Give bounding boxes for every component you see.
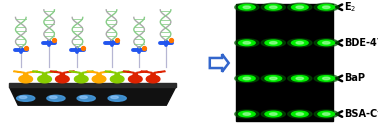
Circle shape: [291, 111, 308, 117]
Polygon shape: [14, 71, 24, 73]
Polygon shape: [101, 71, 111, 73]
Circle shape: [235, 3, 259, 11]
Circle shape: [270, 113, 277, 115]
Circle shape: [243, 113, 251, 115]
Polygon shape: [210, 54, 229, 72]
Circle shape: [270, 77, 277, 80]
Circle shape: [77, 95, 95, 101]
Circle shape: [265, 111, 282, 117]
Polygon shape: [92, 75, 106, 83]
Polygon shape: [38, 75, 51, 83]
Text: E$_2$: E$_2$: [344, 0, 356, 14]
Circle shape: [288, 110, 312, 118]
Circle shape: [108, 95, 126, 101]
Circle shape: [314, 3, 338, 11]
Polygon shape: [9, 83, 176, 87]
Circle shape: [47, 95, 65, 101]
Circle shape: [291, 76, 308, 81]
Polygon shape: [28, 71, 38, 73]
Polygon shape: [123, 71, 134, 73]
Polygon shape: [33, 71, 43, 73]
Circle shape: [270, 42, 277, 44]
Polygon shape: [83, 71, 93, 73]
Circle shape: [288, 74, 312, 83]
Polygon shape: [141, 71, 151, 73]
Polygon shape: [146, 75, 160, 83]
Circle shape: [322, 77, 330, 80]
Circle shape: [265, 4, 282, 10]
Polygon shape: [151, 73, 155, 76]
Polygon shape: [46, 71, 57, 73]
Circle shape: [296, 42, 304, 44]
Circle shape: [318, 111, 335, 117]
Circle shape: [19, 96, 27, 99]
Circle shape: [296, 6, 304, 8]
Circle shape: [296, 77, 304, 80]
Circle shape: [239, 40, 255, 46]
Circle shape: [318, 40, 335, 46]
Circle shape: [50, 96, 57, 99]
Circle shape: [235, 110, 259, 118]
Polygon shape: [137, 71, 147, 73]
Polygon shape: [42, 73, 47, 76]
Circle shape: [314, 110, 338, 118]
Circle shape: [243, 6, 251, 8]
Text: BaP: BaP: [344, 73, 365, 83]
Text: BDE-47: BDE-47: [344, 38, 378, 48]
Circle shape: [235, 39, 259, 47]
Polygon shape: [119, 71, 129, 73]
Circle shape: [239, 4, 255, 10]
Polygon shape: [70, 71, 79, 73]
Circle shape: [314, 39, 338, 47]
Circle shape: [318, 4, 335, 10]
Circle shape: [239, 111, 255, 117]
Polygon shape: [79, 73, 84, 76]
Circle shape: [235, 74, 259, 83]
Polygon shape: [133, 73, 138, 76]
Polygon shape: [51, 71, 60, 73]
Circle shape: [314, 74, 338, 83]
Polygon shape: [9, 87, 176, 105]
Circle shape: [261, 39, 285, 47]
Polygon shape: [19, 75, 33, 83]
Polygon shape: [115, 73, 119, 76]
Polygon shape: [105, 71, 116, 73]
Polygon shape: [56, 75, 69, 83]
Text: BSA-Cy3: BSA-Cy3: [344, 109, 378, 119]
Circle shape: [111, 96, 118, 99]
Circle shape: [243, 77, 251, 80]
Circle shape: [239, 76, 255, 81]
Circle shape: [265, 76, 282, 81]
Circle shape: [291, 40, 308, 46]
Circle shape: [261, 3, 285, 11]
Circle shape: [288, 3, 312, 11]
Bar: [236, 4, 333, 121]
Circle shape: [322, 113, 330, 115]
Polygon shape: [60, 73, 65, 76]
Polygon shape: [74, 75, 88, 83]
Circle shape: [291, 4, 308, 10]
Circle shape: [261, 74, 285, 83]
Circle shape: [243, 42, 251, 44]
Circle shape: [318, 76, 335, 81]
Circle shape: [296, 113, 304, 115]
Polygon shape: [110, 75, 124, 83]
Circle shape: [265, 40, 282, 46]
Circle shape: [322, 42, 330, 44]
Polygon shape: [97, 73, 101, 76]
Polygon shape: [23, 73, 28, 76]
Circle shape: [322, 6, 330, 8]
Polygon shape: [155, 71, 165, 73]
Circle shape: [288, 39, 312, 47]
Circle shape: [80, 96, 87, 99]
Polygon shape: [64, 71, 74, 73]
Polygon shape: [87, 71, 98, 73]
Circle shape: [17, 95, 35, 101]
Polygon shape: [129, 75, 142, 83]
Circle shape: [261, 110, 285, 118]
Circle shape: [270, 6, 277, 8]
